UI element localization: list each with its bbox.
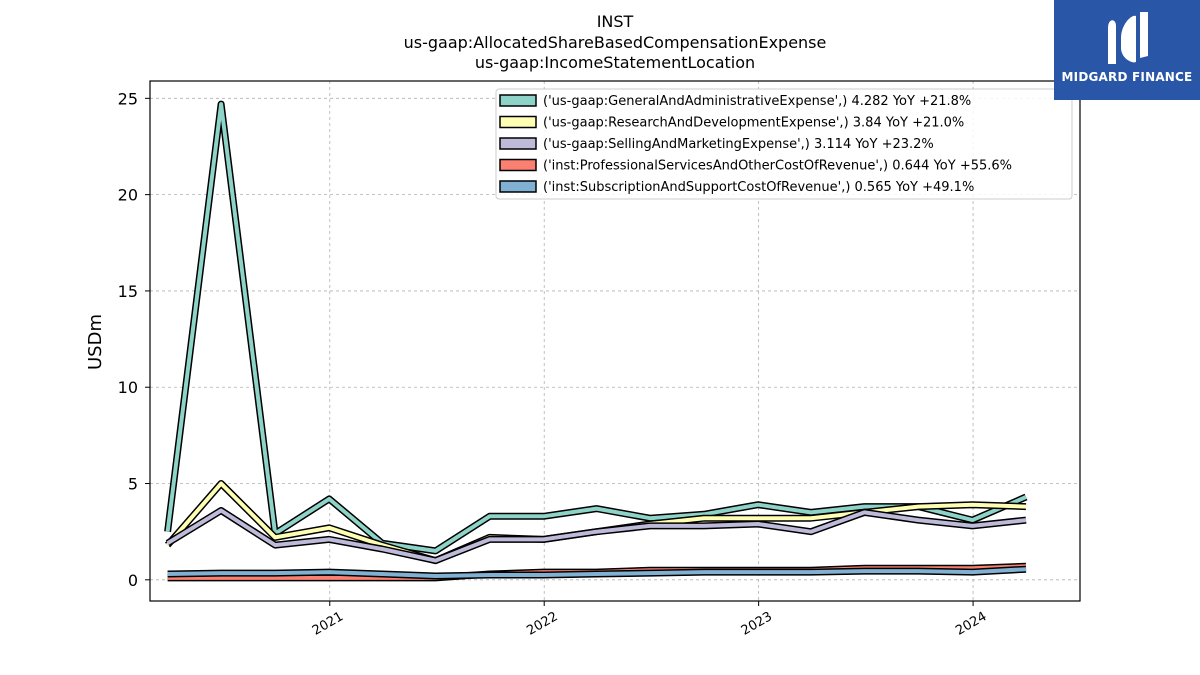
y-axis-label: USDm xyxy=(85,314,106,370)
series-line-4 xyxy=(167,567,1027,578)
legend-swatch-3 xyxy=(499,158,537,172)
legend-box xyxy=(495,88,1073,200)
y-axis-ticks: 0 5 10 15 20 25 xyxy=(118,89,150,590)
legend-swatch-4 xyxy=(499,180,537,193)
chart-title-line-2: us-gaap:AllocatedShareBasedCompensationE… xyxy=(404,33,827,52)
legend: ('us-gaap:GeneralAndAdministrativeExpens… xyxy=(495,88,1073,200)
x-tick-label: 2022 xyxy=(524,609,560,639)
y-tick-label: 25 xyxy=(118,89,138,108)
legend-entry-0: ('us-gaap:GeneralAndAdministrativeExpens… xyxy=(543,94,971,109)
y-tick-label: 10 xyxy=(118,378,138,397)
legend-entry-1: ('us-gaap:ResearchAndDevelopmentExpense'… xyxy=(543,116,964,131)
legend-swatch-1 xyxy=(499,115,537,129)
series-line-0 xyxy=(165,102,1027,553)
x-tick-label: 2023 xyxy=(739,609,775,639)
y-tick-label: 5 xyxy=(128,475,138,494)
chart-title-line-3: us-gaap:IncomeStatementLocation xyxy=(475,53,755,72)
x-tick-label: 2021 xyxy=(310,609,346,639)
series-line-2 xyxy=(166,508,1027,563)
legend-swatch-2 xyxy=(499,137,537,150)
chart-title: INST us-gaap:AllocatedShareBasedCompensa… xyxy=(404,12,827,72)
midgard-logo-icon xyxy=(1108,12,1148,64)
x-tick-label: 2024 xyxy=(953,609,989,639)
legend-entry-3: ('inst:ProfessionalServicesAndOtherCostO… xyxy=(543,159,1012,174)
y-tick-label: 15 xyxy=(118,282,138,301)
logo-text: MIDGARD FINANCE xyxy=(1061,70,1193,84)
series-lines xyxy=(164,100,1028,582)
midgard-finance-logo: MIDGARD FINANCE xyxy=(1054,0,1200,100)
legend-entry-2: ('us-gaap:SellingAndMarketingExpense',) … xyxy=(543,137,934,152)
plot-frame xyxy=(149,80,1081,602)
legend-swatch-0 xyxy=(499,94,537,107)
chart-title-line-1: INST xyxy=(597,12,634,31)
y-tick-label: 0 xyxy=(128,571,138,590)
x-axis-ticks: 2021 2022 2023 2024 xyxy=(310,601,989,639)
y-tick-label: 20 xyxy=(118,186,138,205)
legend-entry-4: ('inst:SubscriptionAndSupportCostOfReven… xyxy=(543,180,974,195)
